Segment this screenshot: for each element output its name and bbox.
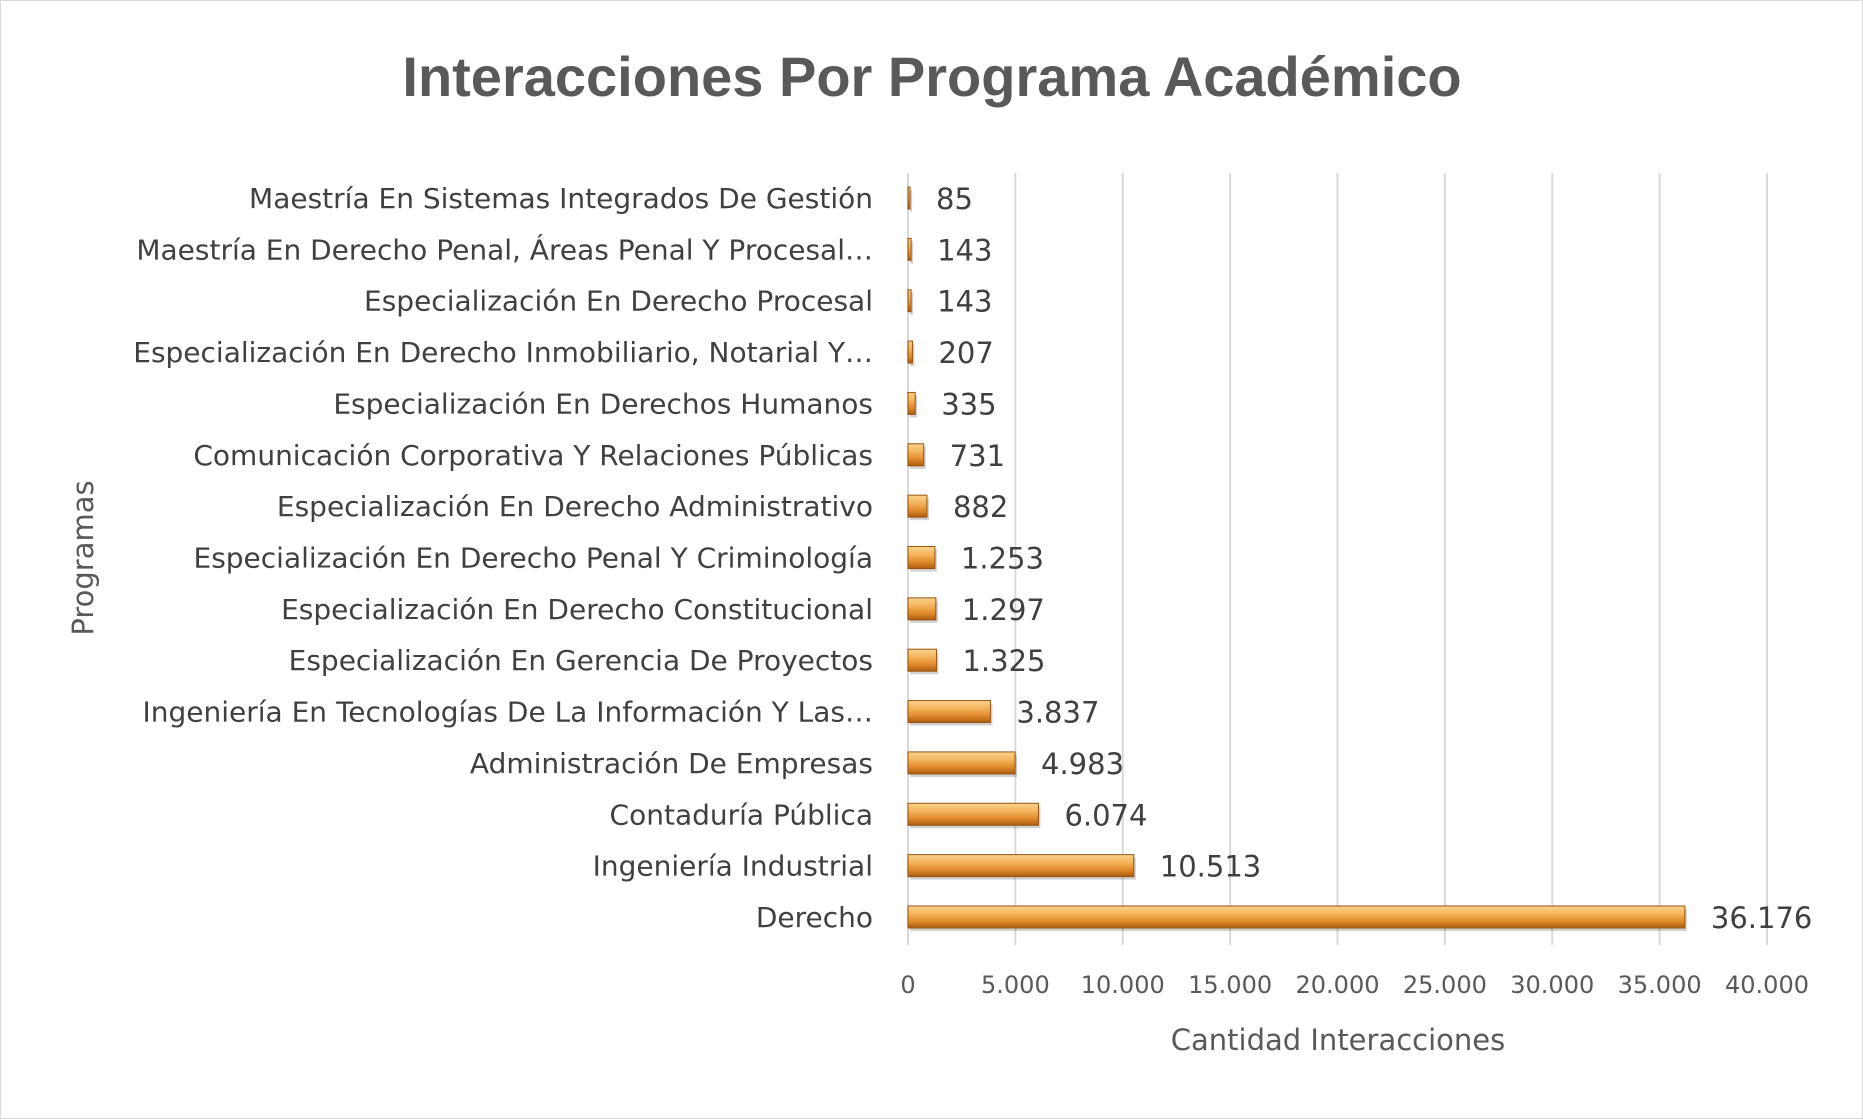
bar	[907, 443, 925, 467]
value-label: 143	[937, 233, 992, 267]
category-label: Especialización En Derecho Administrativ…	[277, 490, 873, 523]
category-label: Especialización En Derecho Inmobiliario,…	[133, 336, 873, 369]
bar	[907, 186, 911, 210]
value-label: 882	[953, 490, 1008, 524]
value-label: 3.837	[1016, 696, 1099, 730]
value-label: 143	[937, 285, 992, 319]
bar	[907, 340, 913, 364]
x-tick-label: 20.000	[1296, 971, 1380, 999]
value-label: 731	[950, 439, 1005, 473]
grid-lines	[907, 173, 1768, 945]
bar	[907, 494, 928, 518]
x-tick-labels: 0 5.000 10.000 15.000 20.000 25.000 30.000 35.0…	[900, 971, 1809, 999]
x-tick-label: 30.000	[1510, 971, 1594, 999]
value-label: 1.297	[962, 593, 1045, 627]
chart-title: Interacciones Por Programa Académico	[402, 45, 1461, 108]
value-label: 10.513	[1160, 850, 1261, 884]
x-tick-label: 35.000	[1618, 971, 1702, 999]
category-label: Especialización En Derechos Humanos	[333, 387, 873, 420]
bar	[907, 700, 991, 724]
bar-shadow	[910, 190, 912, 212]
x-tick-label: 25.000	[1403, 971, 1487, 999]
bar	[907, 648, 937, 672]
category-labels: Maestría En Sistemas Integrados De Gesti…	[133, 182, 873, 934]
x-tick-label: 15.000	[1188, 971, 1272, 999]
category-label: Especialización En Derecho Constituciona…	[281, 593, 873, 626]
category-label: Especialización En Gerencia De Proyectos	[289, 644, 873, 677]
value-label: 1.325	[962, 644, 1045, 678]
x-tick-label: 10.000	[1081, 971, 1165, 999]
category-label: Contaduría Pública	[610, 798, 873, 831]
value-label: 4.983	[1041, 747, 1124, 781]
y-axis-title: Programas	[66, 480, 100, 635]
bars	[907, 186, 1687, 931]
category-label: Administración De Empresas	[470, 747, 873, 780]
value-label: 1.253	[961, 542, 1044, 576]
value-label: 36.176	[1711, 901, 1812, 935]
category-label: Ingeniería Industrial	[593, 850, 873, 883]
bar	[907, 905, 1686, 929]
value-labels: 85 143 143 207 335 731 882 1.253 1.297 1.325 3.837…	[936, 182, 1812, 935]
category-label: Maestría En Sistemas Integrados De Gesti…	[249, 182, 873, 215]
x-tick-label: 0	[900, 971, 915, 999]
bar	[907, 289, 912, 313]
category-label: Comunicación Corporativa Y Relaciones Pú…	[193, 439, 873, 472]
category-label: Especialización En Derecho Penal Y Crimi…	[194, 542, 874, 575]
x-tick-label: 40.000	[1725, 971, 1809, 999]
bar	[907, 751, 1016, 775]
bar	[907, 854, 1135, 878]
bar	[907, 597, 937, 621]
value-label: 6.074	[1064, 798, 1147, 832]
x-axis-title: Cantidad Interacciones	[1171, 1023, 1506, 1057]
category-label: Especialización En Derecho Procesal	[364, 285, 873, 318]
value-label: 335	[941, 387, 996, 421]
bar	[907, 546, 936, 569]
x-tick-label: 5.000	[981, 971, 1050, 999]
value-label: 85	[936, 182, 973, 216]
bar	[907, 391, 916, 415]
value-label: 207	[938, 336, 993, 370]
category-label: Derecho	[756, 901, 873, 934]
category-label: Maestría En Derecho Penal, Áreas Penal Y…	[136, 232, 873, 266]
bar	[907, 802, 1039, 826]
category-label: Ingeniería En Tecnologías De La Informac…	[143, 696, 874, 729]
bar	[907, 237, 912, 261]
